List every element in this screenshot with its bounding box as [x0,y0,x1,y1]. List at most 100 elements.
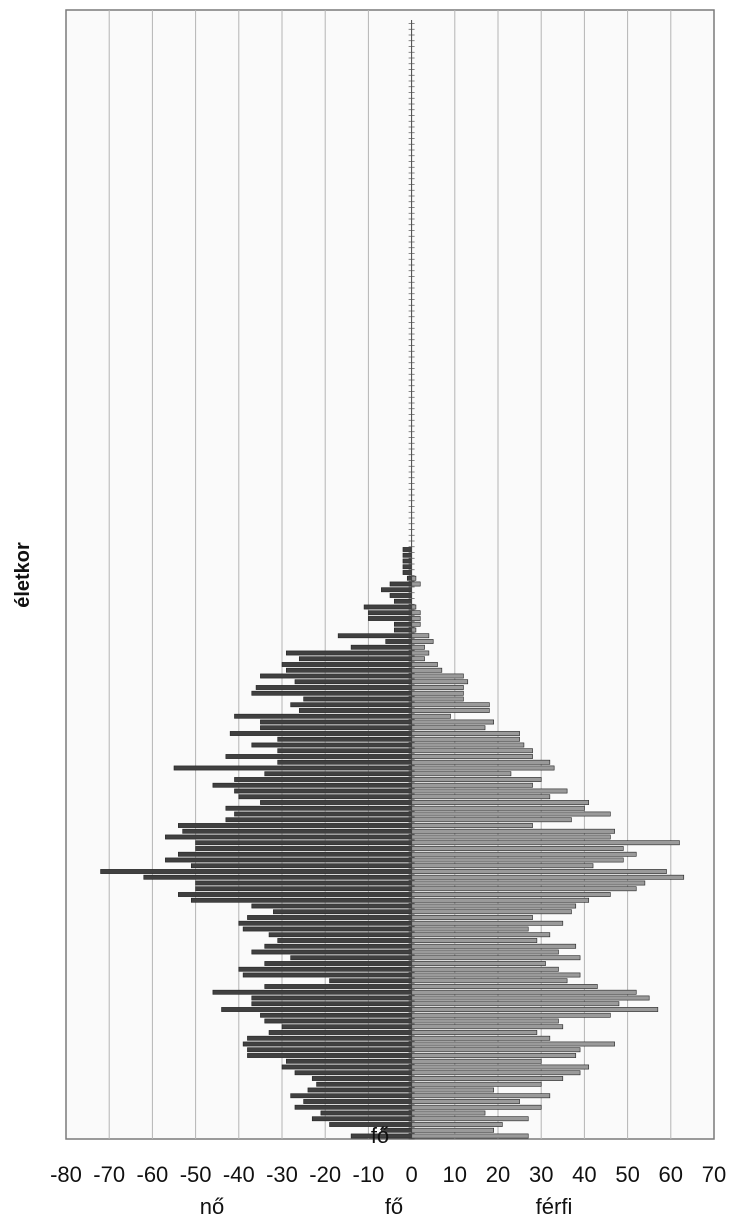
male-bar [411,742,525,748]
male-bar [411,702,490,708]
male-bar [411,943,577,949]
female-bar [402,570,412,575]
male-bar [411,581,421,587]
female-bar [264,1018,412,1024]
female-bar [221,1007,412,1012]
male-bar [411,909,572,915]
male-bar [411,995,650,1001]
female-bar [178,892,412,897]
male-bars [411,575,685,1139]
female-bar [264,943,412,949]
male-bar [411,639,434,644]
male-bar [411,1104,542,1110]
female-bar [394,598,412,604]
male-bar [411,690,464,696]
male-bar [411,1007,659,1012]
male-bar [411,713,451,719]
female-bar [212,989,412,995]
female-bar [406,575,412,581]
female-bar [247,1047,412,1053]
center-axis [408,20,415,1140]
female-bar [234,777,412,782]
female-bar [178,851,412,857]
male-bar [411,782,533,788]
male-bar [411,972,581,978]
female-bar [178,823,412,828]
x-tick-label: 40 [572,1162,596,1187]
female-bar [294,679,412,685]
female-bar [225,805,412,811]
inner-unit-label: fő [371,1123,389,1148]
female-bar [294,1070,412,1076]
male-bar [411,834,611,840]
male-bar [411,892,611,897]
female-bar [251,1001,412,1007]
female-bar [251,995,412,1001]
male-bar [411,1099,520,1104]
male-bar [411,978,568,984]
male-bar [411,1018,559,1024]
male-bar [411,961,546,966]
female-bar [277,736,412,742]
female-bar [212,782,412,788]
female-bar [290,1093,412,1099]
x-tick-label: 20 [486,1162,510,1187]
male-bar [411,627,417,633]
male-bar [411,644,425,650]
male-bar [411,1076,564,1081]
male-bar [411,1070,581,1076]
female-bar [402,552,412,558]
female-bar [281,1024,412,1030]
female-bar [242,926,412,932]
male-bar [411,949,559,955]
female-bar [268,932,412,938]
male-bar [411,788,568,794]
female-bar [363,604,412,610]
male-bar [411,731,520,736]
female-bar [251,742,412,748]
male-bar [411,823,533,828]
female-bar [303,1099,412,1104]
female-bar [247,1035,412,1041]
female-bar [264,771,412,777]
female-bar [394,621,412,627]
male-bar [411,1127,494,1133]
female-bar [273,909,412,915]
x-tick-label: -30 [266,1162,298,1187]
female-bar [337,633,412,639]
female-bar [402,564,412,570]
female-bar [316,1081,412,1087]
male-bar [411,955,581,961]
female-bar [281,662,412,667]
female-bar [311,1076,412,1081]
male-bar [411,869,667,874]
male-bar [411,840,680,846]
male-bar [411,708,490,713]
male-bar [411,874,685,880]
female-bar [190,897,412,903]
male-bar [411,984,598,989]
male-bar [411,1087,494,1093]
male-bar [411,1053,577,1058]
female-bar [264,961,412,966]
female-bar [286,1058,412,1064]
male-bar [411,1133,529,1139]
male-bar [411,656,425,662]
female-bar [290,702,412,708]
x-axis-label-right: férfi [536,1194,573,1219]
male-bar [411,777,542,782]
female-bar [268,1030,412,1035]
y-axis-label: életkor [12,542,34,608]
female-bar [173,765,412,771]
female-bar [234,788,412,794]
x-tick-label: 70 [702,1162,726,1187]
x-tick-label: 30 [529,1162,553,1187]
male-bar [411,805,585,811]
x-tick-label: 60 [659,1162,683,1187]
male-bar [411,1110,486,1116]
female-bars [100,547,412,1139]
male-bar [411,748,533,754]
female-bar [225,817,412,823]
x-tick-label: -40 [223,1162,255,1187]
male-bar [411,673,464,679]
